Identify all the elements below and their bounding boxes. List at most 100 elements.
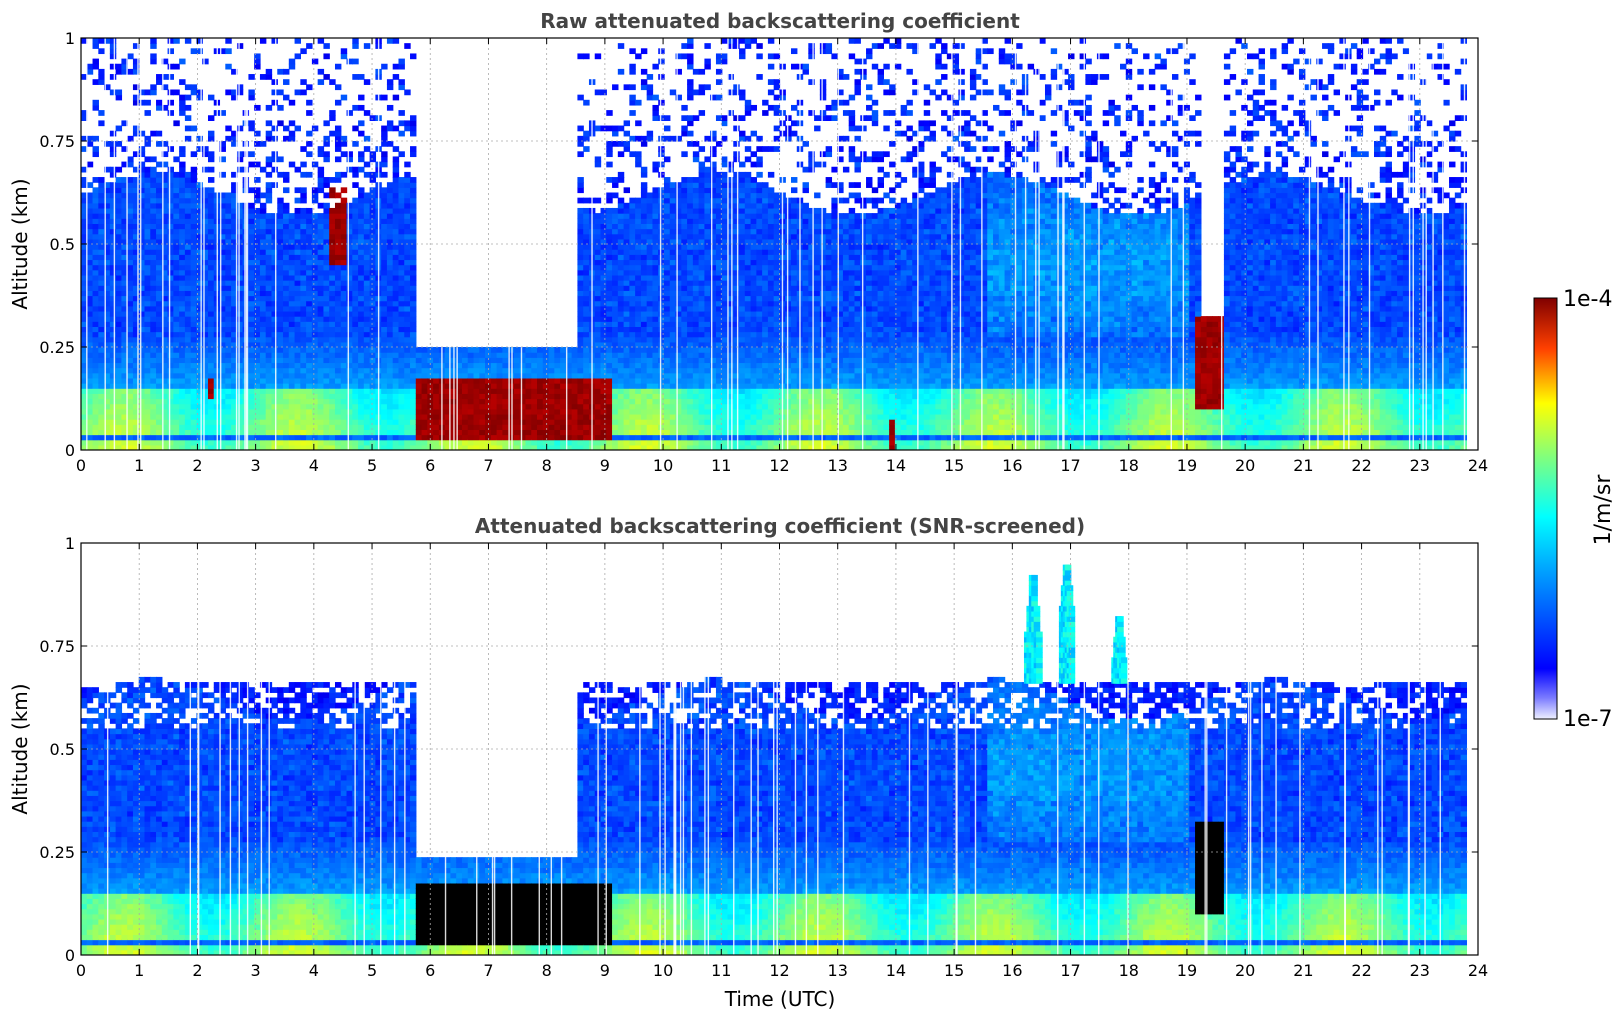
heatmap-cell — [121, 444, 128, 450]
heatmap-cell — [196, 259, 203, 266]
heatmap-cell — [81, 362, 88, 369]
heatmap-cell — [179, 244, 186, 250]
heatmap-cell — [410, 233, 417, 240]
heatmap-cell — [398, 310, 405, 317]
heatmap-cell — [606, 326, 613, 333]
heatmap-cell — [173, 197, 180, 204]
heatmap-cell — [190, 269, 198, 276]
heatmap-cell — [577, 424, 584, 430]
heatmap-cell — [138, 398, 146, 405]
heatmap-cell — [259, 357, 267, 364]
heatmap-cell — [265, 429, 273, 436]
heatmap-cell — [652, 424, 659, 430]
heatmap-cell — [594, 125, 602, 132]
heatmap-cell — [173, 192, 180, 199]
heatmap-cell — [150, 383, 157, 389]
heatmap-cell — [600, 274, 607, 281]
heatmap-cell — [306, 357, 313, 364]
heatmap-cell — [392, 274, 400, 281]
heatmap-cell — [248, 213, 255, 219]
heatmap-cell — [265, 336, 273, 343]
heatmap-cell — [658, 310, 665, 317]
heatmap-cell — [629, 63, 636, 70]
heatmap-cell — [277, 218, 284, 224]
heatmap-cell — [444, 413, 452, 420]
heatmap-cell — [358, 207, 365, 214]
heatmap-cell — [115, 207, 123, 214]
heatmap-cell — [629, 372, 636, 379]
heatmap-cell — [323, 141, 330, 147]
heatmap-cell — [398, 151, 405, 158]
heatmap-cell — [369, 357, 377, 364]
heatmap-cell — [352, 43, 359, 49]
heatmap-cell — [248, 285, 255, 291]
heatmap-cell — [132, 63, 140, 70]
heatmap-cell — [306, 264, 313, 271]
heatmap-cell — [606, 197, 613, 204]
heatmap-cell — [664, 285, 671, 291]
heatmap-cell — [369, 419, 377, 425]
heatmap-cell — [283, 398, 290, 405]
heatmap-cell — [635, 151, 642, 158]
heatmap-cell — [225, 254, 232, 261]
heatmap-cell — [121, 367, 128, 374]
heatmap-cell — [144, 419, 151, 425]
heatmap-cell — [311, 259, 319, 266]
heatmap-cell — [283, 305, 290, 312]
heatmap-cell — [381, 171, 388, 178]
heatmap-cell — [207, 341, 215, 348]
heatmap-cell — [669, 89, 677, 96]
heatmap-cell — [98, 110, 105, 116]
heatmap-cell — [173, 424, 180, 430]
heatmap-cell — [265, 280, 273, 286]
heatmap-cell — [664, 321, 671, 327]
heatmap-cell — [219, 439, 226, 446]
heatmap-cell — [300, 321, 307, 327]
heatmap-cell — [675, 434, 682, 441]
heatmap-cell — [652, 228, 659, 235]
heatmap-cell — [207, 249, 215, 255]
heatmap-cell — [184, 223, 192, 230]
heatmap-cell — [646, 223, 654, 230]
heatmap-cell — [479, 393, 486, 400]
heatmap-cell — [369, 408, 377, 415]
heatmap-cell — [184, 362, 192, 369]
heatmap-cell — [184, 383, 192, 389]
heatmap-cell — [173, 429, 180, 436]
heatmap-cell — [467, 357, 475, 364]
heatmap-cell — [219, 403, 226, 410]
heatmap-cell — [571, 434, 579, 441]
heatmap-cell — [513, 419, 521, 425]
heatmap-cell — [138, 383, 146, 389]
heatmap-cell — [479, 357, 486, 364]
heatmap-cell — [277, 336, 284, 343]
heatmap-cell — [167, 403, 175, 410]
heatmap-cell — [179, 228, 186, 235]
heatmap-cell — [190, 326, 198, 333]
heatmap-cell — [300, 244, 307, 250]
heatmap-cell — [340, 388, 348, 394]
heatmap-cell — [283, 341, 290, 348]
heatmap-cell — [352, 238, 359, 245]
heatmap-cell — [415, 383, 423, 389]
heatmap-cell — [132, 166, 140, 173]
heatmap-cell — [334, 192, 342, 199]
heatmap-cell — [658, 274, 665, 281]
heatmap-cell — [265, 192, 273, 199]
heatmap-cell — [577, 413, 584, 420]
heatmap-cell — [606, 419, 613, 425]
heatmap-cell — [386, 274, 394, 281]
heatmap-cell — [196, 94, 203, 101]
heatmap-cell — [427, 388, 434, 394]
heatmap-cell — [444, 419, 452, 425]
heatmap-cell — [415, 362, 423, 369]
heatmap-cell — [664, 177, 671, 183]
heatmap-cell — [329, 249, 336, 255]
heatmap-cell — [184, 347, 192, 353]
heatmap-cell — [173, 213, 180, 219]
heatmap-cell — [635, 444, 642, 450]
heatmap-cell — [167, 341, 175, 348]
heatmap-cell — [236, 202, 244, 209]
heatmap-cell — [283, 413, 290, 420]
heatmap-cell — [317, 429, 325, 436]
